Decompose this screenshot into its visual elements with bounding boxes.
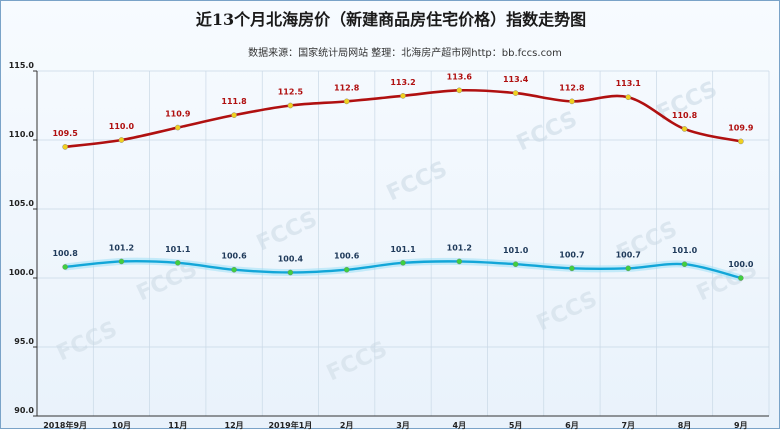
data-point — [400, 260, 406, 266]
x-tick-label: 12月 — [225, 421, 244, 430]
x-tick-label: 2018年9月 — [43, 420, 87, 430]
y-tick-label: 90.0 — [14, 406, 34, 415]
data-label: 100.4 — [278, 254, 304, 263]
data-point — [569, 265, 575, 272]
data-label: 111.8 — [221, 97, 247, 106]
data-point — [625, 94, 632, 101]
data-label: 110.8 — [672, 111, 698, 120]
data-point — [681, 261, 688, 268]
data-point — [287, 102, 294, 109]
data-label: 112.8 — [559, 83, 585, 92]
data-label: 109.5 — [52, 129, 78, 138]
watermark-text: FCCS — [533, 287, 601, 337]
data-point — [343, 266, 350, 273]
data-label: 113.4 — [503, 75, 529, 84]
data-label: 101.1 — [165, 245, 191, 254]
data-label: 101.1 — [390, 245, 416, 254]
data-label: 113.2 — [390, 78, 415, 87]
data-point — [681, 126, 688, 132]
data-label: 100.6 — [334, 252, 360, 261]
data-point — [62, 264, 68, 270]
axes: 90.0 95.0 100.0 105.0 110.0 115.0 2018年9月 10月 11… — [9, 61, 769, 430]
data-point — [343, 98, 350, 105]
data-point — [625, 265, 632, 272]
y-tick-label: 110.0 — [9, 130, 35, 139]
data-label: 112.5 — [278, 88, 304, 97]
data-point — [512, 90, 519, 96]
y-tick-label: 100.0 — [9, 268, 35, 277]
data-label: 101.0 — [672, 246, 698, 255]
data-label: 110.0 — [109, 122, 135, 131]
x-tick-label: 3月 — [396, 421, 410, 430]
data-point — [400, 93, 406, 99]
data-point — [174, 260, 181, 266]
chart-subtitle: 数据来源：国家统计局网站 整理：北海房产超市网http：bb.fccs.com — [248, 46, 562, 59]
data-label: 101.2 — [109, 243, 134, 252]
y-tick-label: 115.0 — [9, 61, 35, 70]
data-point — [738, 138, 744, 145]
data-point — [456, 87, 463, 94]
data-point — [287, 269, 294, 276]
data-point — [456, 258, 463, 265]
data-point — [174, 124, 181, 131]
data-point — [569, 98, 575, 105]
series-layer: 109.5 110.0 110.9 111.8 112.5 112.8 113.2 113.6… — [52, 72, 754, 282]
data-label: 113.1 — [616, 79, 642, 88]
data-label: 100.7 — [616, 250, 641, 259]
data-label: 113.6 — [447, 72, 473, 81]
x-tick-label: 2019年1月 — [268, 420, 312, 430]
data-label: 100.8 — [52, 249, 78, 258]
data-point — [118, 258, 125, 265]
chart-title: 近13个月北海房价（新建商品房住宅价格）指数走势图 — [196, 10, 586, 29]
x-tick-label: 5月 — [509, 421, 523, 430]
watermark-text: FCCS — [53, 317, 121, 367]
data-point — [738, 275, 744, 281]
x-tick-label: 8月 — [678, 421, 692, 430]
data-label: 100.0 — [728, 260, 754, 269]
data-label: 100.7 — [559, 250, 584, 259]
x-tick-label: 10月 — [112, 421, 131, 430]
data-point — [512, 261, 519, 268]
data-point — [231, 112, 237, 118]
x-tick-label: 6月 — [565, 421, 579, 430]
data-label: 101.0 — [503, 246, 529, 255]
x-tick-label: 2月 — [340, 421, 354, 430]
x-tick-label: 11月 — [168, 421, 187, 430]
y-tick-label: 105.0 — [9, 199, 35, 208]
watermark-text: FCCS — [513, 107, 581, 157]
data-label: 110.9 — [165, 110, 191, 119]
data-label: 112.8 — [334, 83, 360, 92]
data-point — [118, 137, 125, 143]
watermark-text: FCCS — [323, 337, 391, 387]
data-point — [231, 266, 237, 273]
x-tick-label: 7月 — [621, 421, 635, 430]
data-point — [62, 144, 68, 150]
watermark-text: FCCS — [253, 207, 321, 257]
x-tick-label: 9月 — [734, 421, 748, 430]
data-label: 101.2 — [447, 243, 472, 252]
x-tick-label: 4月 — [453, 421, 467, 430]
y-tick-label: 95.0 — [14, 337, 34, 346]
data-label: 109.9 — [728, 123, 754, 132]
watermark-text: FCCS — [383, 157, 451, 207]
data-label: 100.6 — [221, 252, 247, 261]
